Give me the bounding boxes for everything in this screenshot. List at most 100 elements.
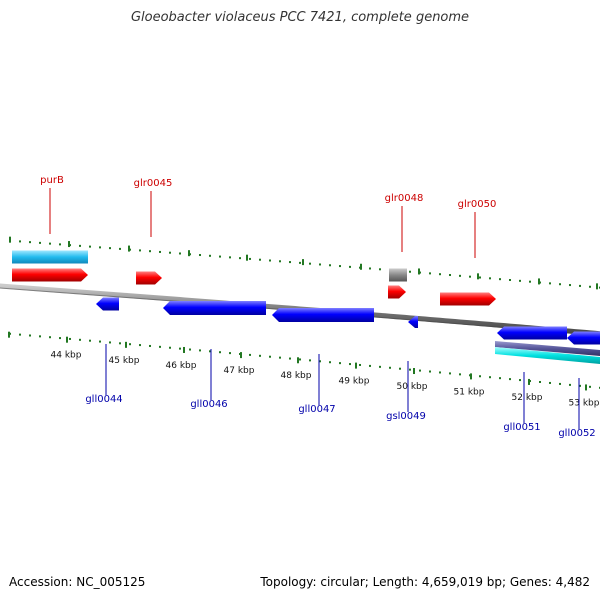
minor-tick-upper — [369, 267, 371, 270]
minor-tick-upper — [569, 284, 571, 287]
major-tick-upper — [246, 254, 248, 261]
minor-tick-upper — [589, 285, 591, 288]
minor-tick-upper — [329, 264, 331, 267]
track-band-cyan — [495, 347, 600, 364]
map-title: Gloeobacter violaceus PCC 7421, complete… — [130, 10, 470, 25]
minor-tick-upper — [299, 261, 301, 264]
major-tick-lower — [183, 346, 185, 353]
minor-tick-upper — [409, 270, 411, 273]
minor-tick-lower — [109, 341, 111, 344]
minor-tick-lower — [519, 379, 521, 382]
minor-tick-upper — [549, 282, 551, 285]
minor-tick-lower — [229, 352, 231, 355]
minor-tick-upper — [119, 247, 121, 250]
tick-label: 45 kbp — [109, 356, 140, 366]
major-tick-upper — [418, 268, 420, 275]
minor-tick-upper — [169, 251, 171, 254]
glr0048-label: glr0048 — [385, 193, 424, 204]
major-tick-lower — [355, 362, 357, 369]
minor-tick-lower — [259, 354, 261, 357]
minor-tick-upper — [509, 279, 511, 282]
minor-tick-lower — [159, 345, 161, 348]
purB-label: purB — [40, 175, 64, 186]
minor-tick-upper — [559, 283, 561, 286]
glr0045-label: glr0045 — [134, 178, 173, 189]
minor-tick-lower — [419, 369, 421, 372]
minor-tick-lower — [99, 340, 101, 343]
minor-tick-lower — [129, 343, 131, 346]
gll0052-label: gll0052 — [558, 428, 595, 439]
track-band-purple — [495, 341, 600, 356]
minor-tick-lower — [549, 381, 551, 384]
minor-tick-upper — [469, 275, 471, 278]
major-tick-lower — [413, 368, 415, 375]
minor-tick-lower — [209, 350, 211, 353]
minor-tick-lower — [579, 384, 581, 387]
tick-label: 51 kbp — [454, 387, 485, 397]
minor-tick-upper — [249, 257, 251, 260]
minor-tick-lower — [479, 375, 481, 378]
gene-labels: purB glr0045 gll0044 gll0046 gll0047 glr0048 g… — [40, 175, 596, 439]
minor-tick-upper — [499, 278, 501, 281]
minor-tick-lower — [19, 333, 21, 336]
minor-tick-lower — [299, 358, 301, 361]
minor-tick-upper — [89, 245, 91, 248]
major-tick-lower — [240, 352, 242, 359]
minor-tick-upper — [149, 250, 151, 253]
major-tick-upper — [360, 263, 362, 270]
minor-tick-lower — [349, 363, 351, 366]
minor-tick-upper — [429, 272, 431, 275]
minor-tick-upper — [339, 265, 341, 268]
gll0047-feature — [272, 308, 374, 322]
major-tick-lower — [125, 341, 127, 348]
gll0052-feature — [567, 331, 600, 345]
minor-tick-lower — [119, 342, 121, 345]
minor-tick-lower — [89, 339, 91, 342]
minor-tick-lower — [199, 349, 201, 352]
minor-tick-lower — [309, 359, 311, 362]
minor-tick-lower — [399, 367, 401, 370]
major-tick-lower — [297, 357, 299, 364]
minor-tick-lower — [169, 346, 171, 349]
minor-tick-upper — [479, 276, 481, 279]
minor-tick-upper — [379, 268, 381, 271]
minor-tick-lower — [379, 365, 381, 368]
gsl0049-feature — [408, 316, 418, 328]
tick-label: 46 kbp — [166, 361, 197, 371]
tick-label: 48 kbp — [281, 371, 312, 381]
tick-label: 52 kbp — [512, 393, 543, 403]
minor-tick-lower — [339, 362, 341, 365]
minor-tick-lower — [249, 353, 251, 356]
major-tick-lower — [66, 336, 68, 343]
minor-tick-upper — [289, 261, 291, 264]
major-tick-lower — [8, 331, 10, 338]
major-tick-upper — [68, 241, 70, 248]
minor-tick-upper — [259, 258, 261, 261]
minor-tick-upper — [269, 259, 271, 262]
minor-tick-lower — [29, 334, 31, 337]
minor-tick-lower — [39, 335, 41, 338]
minor-tick-upper — [239, 257, 241, 260]
gene-feature — [12, 268, 88, 282]
purB-feature — [12, 250, 88, 264]
minor-tick-lower — [569, 383, 571, 386]
minor-tick-lower — [139, 344, 141, 347]
minor-tick-upper — [79, 244, 81, 247]
major-tick-upper — [9, 236, 11, 243]
tick-label: 49 kbp — [339, 377, 370, 387]
minor-tick-lower — [149, 344, 151, 347]
major-tick-upper — [596, 283, 598, 290]
minor-tick-lower — [69, 337, 71, 340]
minor-tick-lower — [589, 385, 591, 388]
minor-tick-upper — [309, 262, 311, 265]
major-tick-lower — [470, 373, 472, 380]
major-tick-upper — [188, 250, 190, 257]
gsl0049-label: gsl0049 — [386, 411, 426, 422]
minor-tick-lower — [279, 356, 281, 359]
gll0047-label: gll0047 — [298, 404, 335, 415]
minor-tick-lower — [369, 364, 371, 367]
minor-tick-lower — [499, 377, 501, 380]
minor-tick-upper — [319, 263, 321, 266]
minor-tick-upper — [529, 280, 531, 283]
